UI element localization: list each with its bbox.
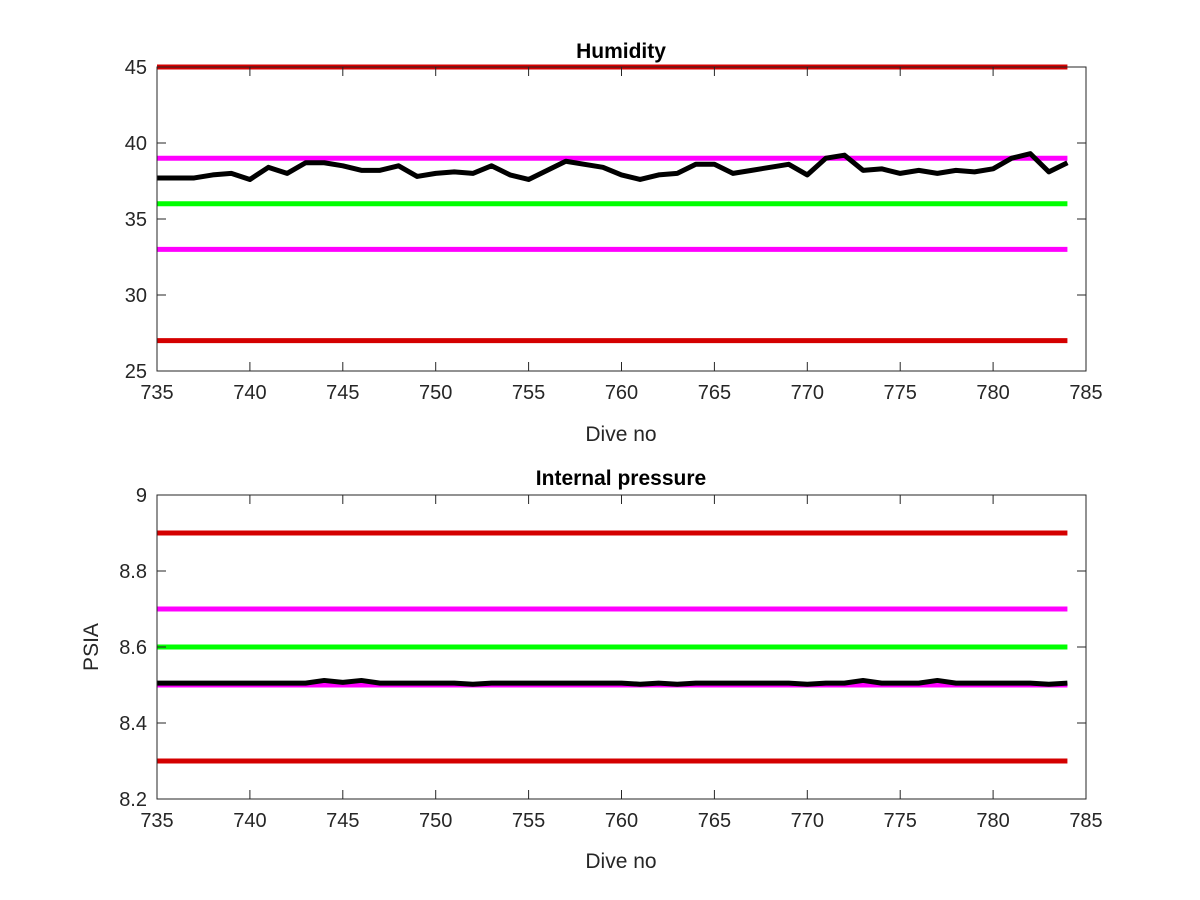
pressure-x-tick-label: 760 — [605, 810, 638, 832]
pressure-x-tick-label: 755 — [512, 810, 545, 832]
pressure-x-tick-label: 780 — [976, 810, 1009, 832]
humidity-data-line-0 — [157, 151, 1069, 182]
humidity-y-tick-label: 45 — [125, 57, 147, 79]
pressure-x-tick-label: 775 — [884, 810, 917, 832]
pressure-y-tick-label: 8.6 — [119, 637, 147, 659]
pressure-y-tick-label: 8.8 — [119, 561, 147, 583]
pressure-x-tick-label: 765 — [698, 810, 731, 832]
pressure-ticks: 735 740 745 750 755 760 765 770 775 780 785 8.2 8.4 8… — [119, 485, 1103, 832]
humidity-x-tick-label: 755 — [512, 382, 545, 404]
humidity-ticks: 735 740 745 750 755 760 765 770 775 780 785 25 30 35 4… — [125, 57, 1103, 404]
pressure-x-tick-label: 735 — [140, 810, 173, 832]
humidity-x-tick-label: 750 — [419, 382, 452, 404]
pressure-x-tick-label: 745 — [326, 810, 359, 832]
humidity-x-axis-label: Dive no — [585, 423, 656, 446]
pressure-y-axis-label: PSIA — [80, 623, 103, 671]
pressure-y-tick-label: 8.2 — [119, 789, 147, 811]
pressure-data-line-0 — [157, 677, 1068, 687]
humidity-x-tick-label: 745 — [326, 382, 359, 404]
humidity-series — [157, 151, 1069, 182]
humidity-y-tick-label: 35 — [125, 209, 147, 231]
pressure-series — [157, 677, 1068, 687]
humidity-x-tick-label: 765 — [698, 382, 731, 404]
humidity-y-tick-label: 40 — [125, 133, 147, 155]
pressure-x-axis-label: Dive no — [585, 850, 656, 873]
pressure-x-tick-label: 785 — [1069, 810, 1102, 832]
pressure-chart: 735 740 745 750 755 760 765 770 775 780 785 8.2 8.4 8… — [80, 467, 1103, 873]
humidity-x-tick-label: 780 — [976, 382, 1009, 404]
pressure-y-tick-label: 8.4 — [119, 713, 147, 735]
pressure-x-tick-label: 750 — [419, 810, 452, 832]
humidity-x-tick-label: 760 — [605, 382, 638, 404]
humidity-chart-title: Humidity — [576, 40, 666, 63]
pressure-y-tick-label: 9 — [136, 485, 147, 507]
pressure-chart-title: Internal pressure — [536, 467, 706, 490]
pressure-x-tick-label: 740 — [233, 810, 266, 832]
humidity-chart: 735 740 745 750 755 760 765 770 775 780 785 25 30 35 4… — [125, 40, 1103, 446]
humidity-x-tick-label: 785 — [1069, 382, 1102, 404]
humidity-x-tick-label: 735 — [140, 382, 173, 404]
pressure-x-tick-label: 770 — [791, 810, 824, 832]
humidity-plot-area — [157, 67, 1086, 371]
humidity-x-tick-label: 775 — [884, 382, 917, 404]
humidity-x-tick-label: 740 — [233, 382, 266, 404]
humidity-y-tick-label: 25 — [125, 361, 147, 383]
humidity-y-tick-label: 30 — [125, 285, 147, 307]
humidity-x-tick-label: 770 — [791, 382, 824, 404]
